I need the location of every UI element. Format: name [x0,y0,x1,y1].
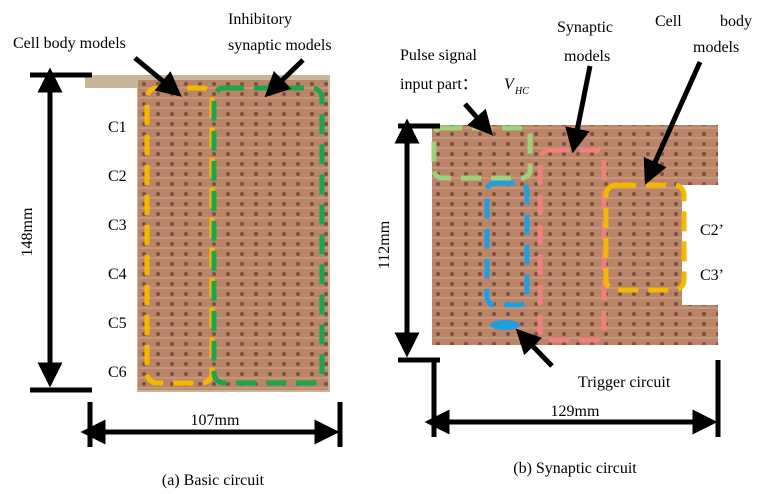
label: input part： [400,76,478,93]
label: models [564,48,610,65]
label: body [720,13,752,30]
label: Trigger circuit [578,374,671,391]
panel-a: C1 C2 C3 C4 C5 C6 Cell body models Inhibitory… [13,11,340,489]
figure: C1 C2 C3 C4 C5 C6 Cell body models Inhibitory… [0,0,776,494]
caption: (a) Basic circuit [162,472,265,489]
label: synaptic models [228,37,332,54]
panel-b: C2’C3’ Pulse signal input part： V HC Syn… [376,13,752,477]
label: Inhibitory [228,11,292,28]
row-label: C5 [108,315,127,332]
dimension: 112mm [376,220,393,269]
row-label: C2’ [700,222,724,239]
dimension: 148mm [19,207,36,256]
row-label: C1 [108,119,127,136]
row-label: C4 [108,266,127,283]
label: Pulse signal [400,47,477,64]
label: Synaptic [557,19,613,36]
row-label: C3’ [700,267,724,284]
row-label: C2 [108,168,127,185]
board [432,125,718,345]
dimension: 129mm [551,403,600,420]
dimension: 107mm [191,412,240,429]
board [138,80,328,390]
label-area [682,185,718,305]
label: models [693,39,739,56]
row-label: C6 [108,364,127,381]
trigger-mark [490,320,520,330]
label: Cell [655,13,682,30]
label: Cell body models [13,35,126,52]
row-label: C3 [108,217,127,234]
subscript: HC [514,86,529,97]
caption: (b) Synaptic circuit [513,460,637,477]
